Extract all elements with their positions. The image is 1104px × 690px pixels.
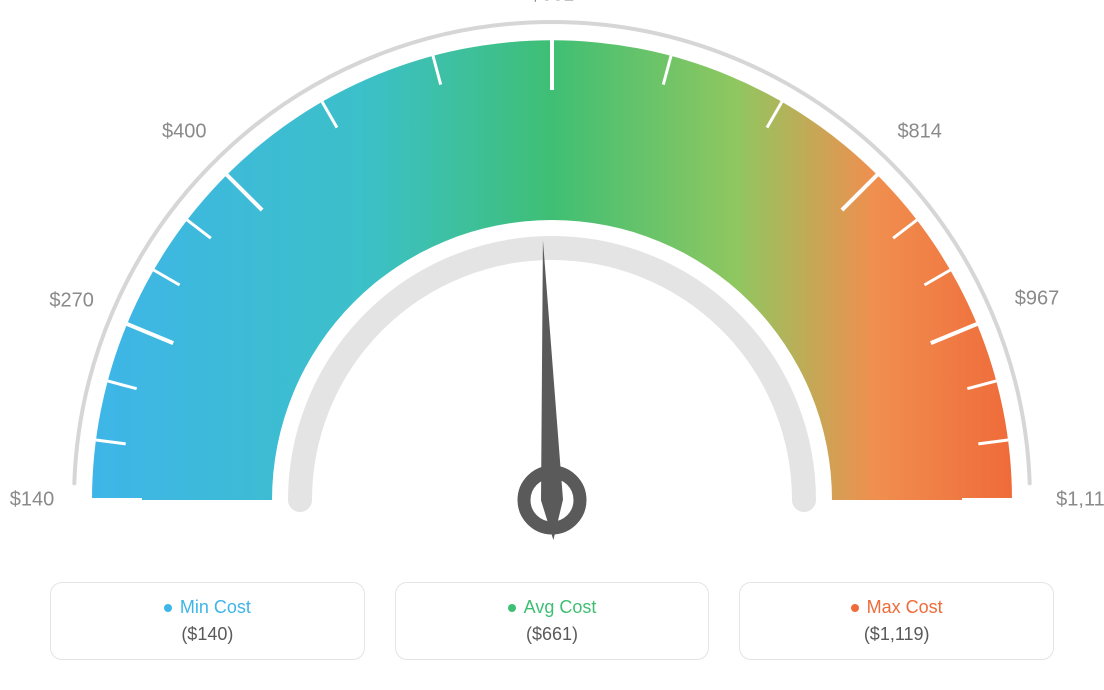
gauge-tick-label: $140 (10, 489, 55, 512)
legend-title-min: Min Cost (180, 597, 251, 618)
gauge-chart: $140 $270 $400 $661 $814 $967 $1,119 (0, 0, 1104, 560)
legend-dot-min (164, 604, 172, 612)
legend-card-max: Max Cost ($1,119) (739, 582, 1054, 660)
legend-value-avg: ($661) (526, 624, 578, 645)
legend-title-avg: Avg Cost (524, 597, 597, 618)
legend-card-avg: Avg Cost ($661) (395, 582, 710, 660)
legend-title-row: Avg Cost (508, 597, 597, 618)
gauge-tick-label: $661 (530, 0, 575, 7)
legend-dot-max (851, 604, 859, 612)
gauge-svg (0, 0, 1104, 560)
legend-row: Min Cost ($140) Avg Cost ($661) Max Cost… (50, 582, 1054, 660)
gauge-tick-label: $967 (1015, 288, 1060, 311)
legend-card-min: Min Cost ($140) (50, 582, 365, 660)
gauge-tick-label: $814 (897, 121, 942, 144)
legend-dot-avg (508, 604, 516, 612)
legend-title-row: Min Cost (164, 597, 251, 618)
gauge-tick-label: $270 (49, 290, 94, 313)
legend-value-min: ($140) (181, 624, 233, 645)
legend-value-max: ($1,119) (864, 624, 930, 645)
gauge-tick-label: $400 (162, 121, 207, 144)
gauge-tick-label: $1,119 (1056, 489, 1104, 512)
legend-title-max: Max Cost (867, 597, 943, 618)
legend-title-row: Max Cost (851, 597, 943, 618)
